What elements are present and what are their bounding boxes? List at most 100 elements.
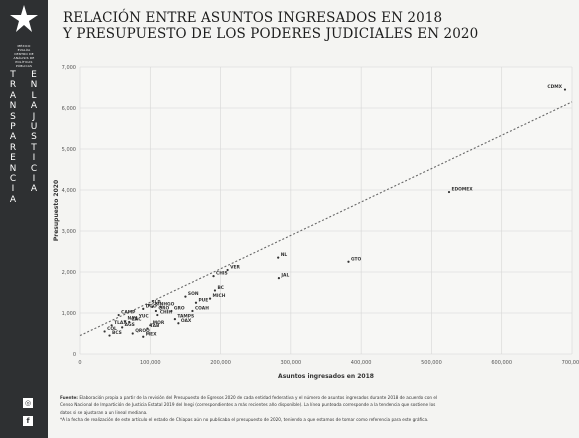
vertical-word-en-la-justicia: ENLAJUSTICIA (29, 70, 39, 195)
y-tick-label: 7,000 (62, 65, 76, 71)
point-label: CHIS (216, 271, 228, 277)
sidebar: MÉXICO EVALÚA CENTRO DE ANÁLISIS DE POLÍ… (0, 0, 48, 438)
y-tick-label: 0 (73, 352, 76, 358)
title-line-1: RELACIÓN ENTRE ASUNTOS INGRESADOS EN 201… (63, 11, 533, 27)
footnote-line-1: Fuente: Elaboración propia a partir de l… (60, 394, 574, 401)
footnote-text-1: Elaboración propia a partir de la revisi… (79, 395, 437, 400)
point-label: GRO (174, 305, 185, 311)
transparencia-letter: N (8, 164, 18, 174)
y-axis-label: Presupuesto 2020 (53, 180, 60, 241)
data-point (142, 336, 144, 338)
point-label: CHIH (160, 310, 173, 316)
point-label: MEX (146, 331, 157, 337)
transparencia-letter: S (8, 112, 18, 122)
data-point (564, 88, 566, 90)
point-label: NL (281, 252, 288, 258)
y-tick-label: 6,000 (62, 106, 76, 112)
y-tick-label: 2,000 (62, 270, 76, 276)
data-point (212, 275, 214, 277)
en-la-justicia-letter: N (29, 80, 39, 90)
point-label: TAB (150, 323, 160, 329)
plot-area (80, 67, 572, 354)
data-point (104, 330, 106, 332)
data-point (209, 298, 211, 300)
x-tick-label: 200,000 (210, 360, 231, 366)
data-point (347, 261, 349, 263)
data-point (195, 302, 197, 304)
data-point (277, 257, 279, 259)
en-la-justicia-letter: U (29, 122, 39, 132)
point-label: CAMP (121, 310, 136, 316)
point-label: CDMX (547, 84, 562, 90)
logo-tagline: MÉXICO EVALÚA CENTRO DE ANÁLISIS DE POLÍ… (11, 44, 37, 68)
footnote: Fuente: Elaboración propia a partir de l… (60, 394, 574, 424)
transparencia-letter: T (8, 70, 18, 80)
transparencia-letter: R (8, 143, 18, 153)
x-tick-label: 100,000 (140, 360, 161, 366)
en-la-justicia-letter: I (29, 174, 39, 184)
transparencia-letter: N (8, 101, 18, 111)
x-tick-label: 600,000 (491, 360, 512, 366)
en-la-justicia-letter: L (29, 91, 39, 101)
data-point (174, 318, 176, 320)
data-point (156, 314, 158, 316)
en-la-justicia-letter: I (29, 153, 39, 163)
point-label: EDOMEX (452, 187, 474, 193)
data-point (121, 326, 123, 328)
footnote-source-label: Fuente: (60, 395, 78, 400)
x-axis-label: Asuntos ingresados en 2018 (278, 373, 374, 380)
footnote-line-3: datos si se ajustaran a un lineal median… (60, 409, 574, 416)
transparencia-letter: R (8, 80, 18, 90)
title-line-2: Y PRESUPUESTO DE LOS PODERES JUDICIALES … (63, 27, 533, 43)
scatter-chart: 0 1,000 2,000 3,000 4,000 5,000 6,000 7,000 0 100… (48, 52, 579, 392)
data-point (214, 289, 216, 291)
footnote-line-4: *A la fecha de realización de este artíc… (60, 416, 574, 423)
footnote-line-2: Censo Nacional de Impartición de Justici… (60, 401, 574, 408)
point-label: SON (188, 291, 199, 297)
transparencia-letter: I (8, 184, 18, 194)
data-point (177, 322, 179, 324)
y-tick-label: 5,000 (62, 147, 76, 153)
x-tick-label: 400,000 (351, 360, 372, 366)
point-label: AGS (125, 322, 135, 328)
transparencia-letter: A (8, 132, 18, 142)
point-label: BC (217, 285, 224, 291)
point-label: JAL (280, 273, 289, 279)
data-point (118, 314, 120, 316)
point-label: COAH (195, 305, 209, 311)
chart-title: RELACIÓN ENTRE ASUNTOS INGRESADOS EN 201… (63, 11, 533, 42)
transparencia-letter: A (8, 91, 18, 101)
data-point (155, 310, 157, 312)
en-la-justicia-letter: T (29, 143, 39, 153)
point-label: GTO (351, 256, 362, 262)
point-label: VER (230, 264, 240, 270)
instagram-icon[interactable]: ◎ (23, 398, 33, 408)
y-tick-label: 3,000 (62, 229, 76, 235)
y-tick-label: 4,000 (62, 188, 76, 194)
star-logo-icon (9, 4, 39, 34)
point-label: NAY (127, 316, 138, 322)
point-label: OAX (181, 318, 192, 324)
transparencia-letter: P (8, 122, 18, 132)
facebook-icon[interactable]: f (23, 416, 33, 426)
en-la-justicia-letter: E (29, 70, 39, 80)
data-point (448, 191, 450, 193)
x-tick-label: 500,000 (421, 360, 442, 366)
point-label: MICH (213, 293, 226, 299)
x-tick-label: 0 (78, 360, 81, 366)
transparencia-letter: E (8, 153, 18, 163)
data-point (278, 277, 280, 279)
point-label: DGO (146, 303, 157, 309)
data-point (132, 332, 134, 334)
y-tick-label: 1,000 (62, 311, 76, 317)
x-tick-label: 700,000 (562, 360, 579, 366)
transparencia-letter: A (8, 195, 18, 205)
data-point (184, 296, 186, 298)
en-la-justicia-letter: A (29, 101, 39, 111)
en-la-justicia-letter: J (29, 112, 39, 122)
point-label: PUE (198, 297, 208, 303)
transparencia-letter: C (8, 174, 18, 184)
en-la-justicia-letter: C (29, 164, 39, 174)
en-la-justicia-letter: A (29, 184, 39, 194)
en-la-justicia-letter: S (29, 132, 39, 142)
